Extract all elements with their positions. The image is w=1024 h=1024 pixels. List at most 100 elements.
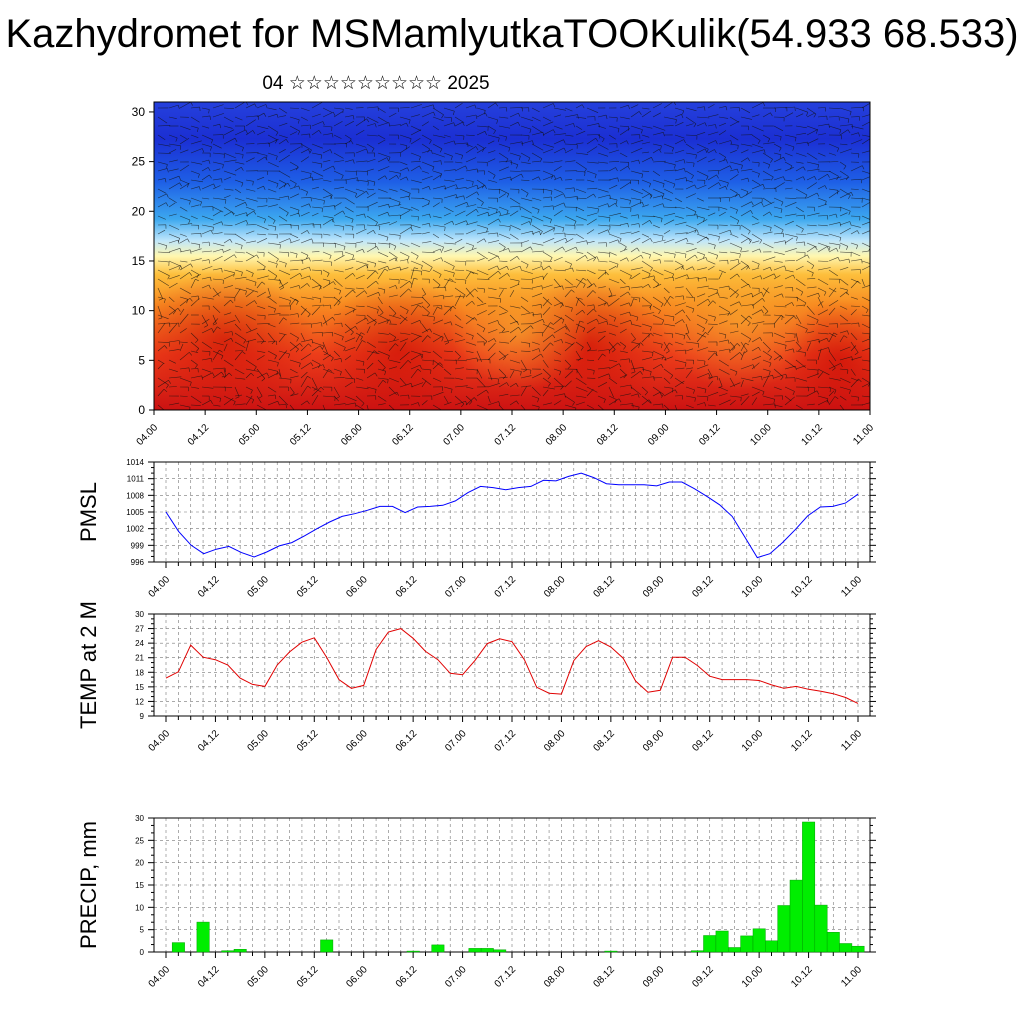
wind-barb-feather (429, 140, 432, 144)
wind-barb (564, 305, 573, 309)
wind-barb-feather (587, 348, 592, 352)
wind-barb-feather (253, 210, 257, 215)
wind-barb (795, 341, 802, 349)
wind-barb (751, 397, 758, 406)
wind-barb-feather (331, 219, 335, 223)
wind-barb (586, 251, 596, 259)
wind-barb-feather (770, 112, 773, 117)
wind-barb (828, 287, 837, 293)
wind-barb-feather (582, 277, 587, 281)
wind-barb (729, 309, 738, 316)
wind-barb (168, 175, 180, 181)
wind-barb-feather (773, 273, 777, 278)
wind-barb (784, 143, 795, 148)
wind-barb (421, 111, 434, 118)
wind-barb (410, 179, 422, 183)
wind-barb-feather (638, 223, 640, 228)
wind-barb (487, 383, 500, 388)
wind-barb-feather (450, 389, 453, 394)
wind-barb (487, 211, 500, 217)
wind-barb (608, 116, 618, 118)
wind-barb (531, 304, 542, 307)
wind-barb (168, 224, 180, 230)
wind-barb (630, 197, 642, 201)
wind-barb-feather (246, 212, 248, 217)
wind-barb-feather (538, 176, 541, 181)
wind-barb (784, 179, 793, 182)
wind-barb (630, 272, 641, 280)
wind-barb (740, 210, 751, 217)
wind-barb-feather (818, 293, 820, 298)
wind-barb (608, 134, 616, 140)
wind-barb-feather (683, 159, 686, 164)
wind-barb (498, 206, 509, 211)
wind-barb (267, 161, 279, 168)
precip-panel-x-tick-label: 05.00 (246, 964, 272, 990)
wind-barb-feather (482, 328, 486, 333)
wind-barb (212, 326, 218, 334)
wind-barb (718, 116, 729, 119)
wind-barb (740, 116, 753, 120)
wind-barb (784, 248, 797, 253)
wind-barb (267, 269, 278, 277)
precip-panel-bar (715, 930, 729, 953)
wind-barb (487, 342, 496, 352)
wind-barb (553, 224, 564, 229)
wind-barb (718, 130, 727, 136)
wind-barb-feather (197, 128, 199, 132)
wind-barb (839, 212, 848, 217)
wind-barb (795, 132, 807, 136)
wind-barb (685, 123, 694, 127)
wind-barb-feather (824, 291, 827, 296)
wind-barb-feather (308, 257, 311, 262)
wind-barb-feather (769, 211, 772, 216)
wind-barb (795, 404, 803, 410)
wind-barb (201, 368, 212, 373)
wind-barb (454, 116, 465, 123)
wind-barb-feather (364, 290, 368, 294)
wind-barb (597, 349, 610, 352)
wind-barb (817, 278, 829, 285)
wind-barb-feather (209, 115, 211, 120)
wind-barb-feather (773, 399, 776, 404)
wind-barb (465, 242, 474, 246)
wind-barb-feather (189, 298, 193, 302)
wind-barb-feather (629, 358, 631, 363)
wind-barb (817, 260, 829, 262)
wind-barb (707, 314, 716, 318)
wind-barb (861, 197, 870, 201)
wind-barb-feather (241, 167, 244, 171)
wind-barb (267, 242, 281, 245)
wind-barb (685, 184, 695, 190)
wind-barb-feather (704, 360, 706, 365)
wind-barb (179, 179, 189, 184)
wind-barb-feather (265, 104, 268, 109)
wind-barb (586, 218, 597, 226)
wind-barb-feather (648, 273, 651, 278)
wind-barb (586, 170, 597, 175)
wind-barb (586, 308, 594, 316)
wind-barb (707, 131, 719, 136)
wind-barb-feather (166, 193, 169, 198)
wind-barb-feather (348, 138, 352, 143)
wind-barb-feather (212, 372, 215, 377)
wind-barb (201, 167, 209, 172)
wind-barb-feather (562, 319, 565, 324)
wind-barb-feather (375, 280, 379, 285)
wind-barb (388, 294, 398, 298)
wind-barb-feather (683, 139, 686, 144)
wind-barb-feather (241, 182, 244, 187)
wind-barb (740, 351, 745, 361)
wind-barb (410, 260, 423, 266)
wind-barb (410, 138, 421, 145)
wind-barb-feather (736, 343, 741, 347)
wind-barb-feather (164, 345, 168, 349)
wind-barb-feather (471, 335, 474, 340)
wind-barb (179, 238, 188, 244)
wind-barb (685, 341, 699, 344)
wind-barb (575, 368, 583, 379)
wind-barb-feather (527, 157, 531, 162)
wind-barb-feather (254, 103, 257, 108)
wind-barb (157, 314, 169, 320)
wind-barb (762, 350, 772, 358)
